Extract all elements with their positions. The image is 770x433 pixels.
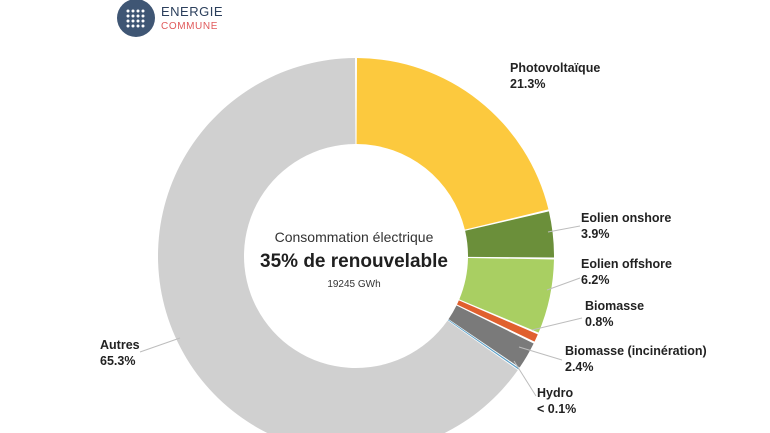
slice-value-photovoltaique: 21.3% xyxy=(510,77,545,91)
donut-slices xyxy=(158,58,554,433)
slice-value-biomasse: 0.8% xyxy=(585,315,614,329)
center-headline: 35% de renouvelable xyxy=(260,251,448,272)
slice-hydro xyxy=(447,319,520,370)
leader-lines xyxy=(139,225,583,397)
brand-logo: ENERGIE COMMUNE xyxy=(117,0,223,37)
slice-value-autres: 65.3% xyxy=(100,354,135,368)
center-total: 19245 GWh xyxy=(327,279,380,290)
slice-value-hydro: < 0.1% xyxy=(537,402,576,416)
slice-biomasse-incineration xyxy=(448,305,534,368)
brand-logo-icon xyxy=(117,0,155,37)
leader-line-autres xyxy=(139,337,181,353)
brand-logo-dots xyxy=(126,9,145,28)
slice-eolien-onshore xyxy=(465,211,554,258)
slice-label-eolien-offshore: Eolien offshore xyxy=(581,257,672,271)
slice-label-eolien-onshore: Eolien onshore xyxy=(581,211,671,225)
leader-line-eolien-onshore xyxy=(547,225,581,233)
leader-line-eolien-offshore xyxy=(546,277,581,291)
slice-label-biomasse-incineration: Biomasse (incinération) xyxy=(565,344,707,358)
leader-line-biomasse xyxy=(531,317,583,331)
brand-line1: ENERGIE xyxy=(161,4,223,19)
slice-label-autres: Autres xyxy=(100,338,140,352)
slice-biomasse xyxy=(456,300,538,342)
slice-autres xyxy=(158,58,518,433)
slice-label-biomasse: Biomasse xyxy=(585,299,644,313)
center-subtitle: Consommation électrique xyxy=(275,229,434,245)
brand-line2: COMMUNE xyxy=(161,21,218,32)
slice-value-biomasse-incineration: 2.4% xyxy=(565,360,594,374)
slice-labels: Photovoltaïque 21.3% Eolien onshore 3.9% Eol… xyxy=(100,61,707,416)
leader-line-biomasse-incineration xyxy=(518,346,563,361)
slice-eolien-offshore xyxy=(459,257,554,333)
slice-label-photovoltaique: Photovoltaïque xyxy=(510,61,600,75)
leader-line-hydro xyxy=(513,360,537,397)
slice-photovoltaique xyxy=(356,58,549,230)
slice-value-eolien-offshore: 6.2% xyxy=(581,273,610,287)
slice-label-hydro: Hydro xyxy=(537,386,573,400)
center-text: Consommation électrique 35% de renouvela… xyxy=(260,229,448,290)
slice-value-eolien-onshore: 3.9% xyxy=(581,227,610,241)
